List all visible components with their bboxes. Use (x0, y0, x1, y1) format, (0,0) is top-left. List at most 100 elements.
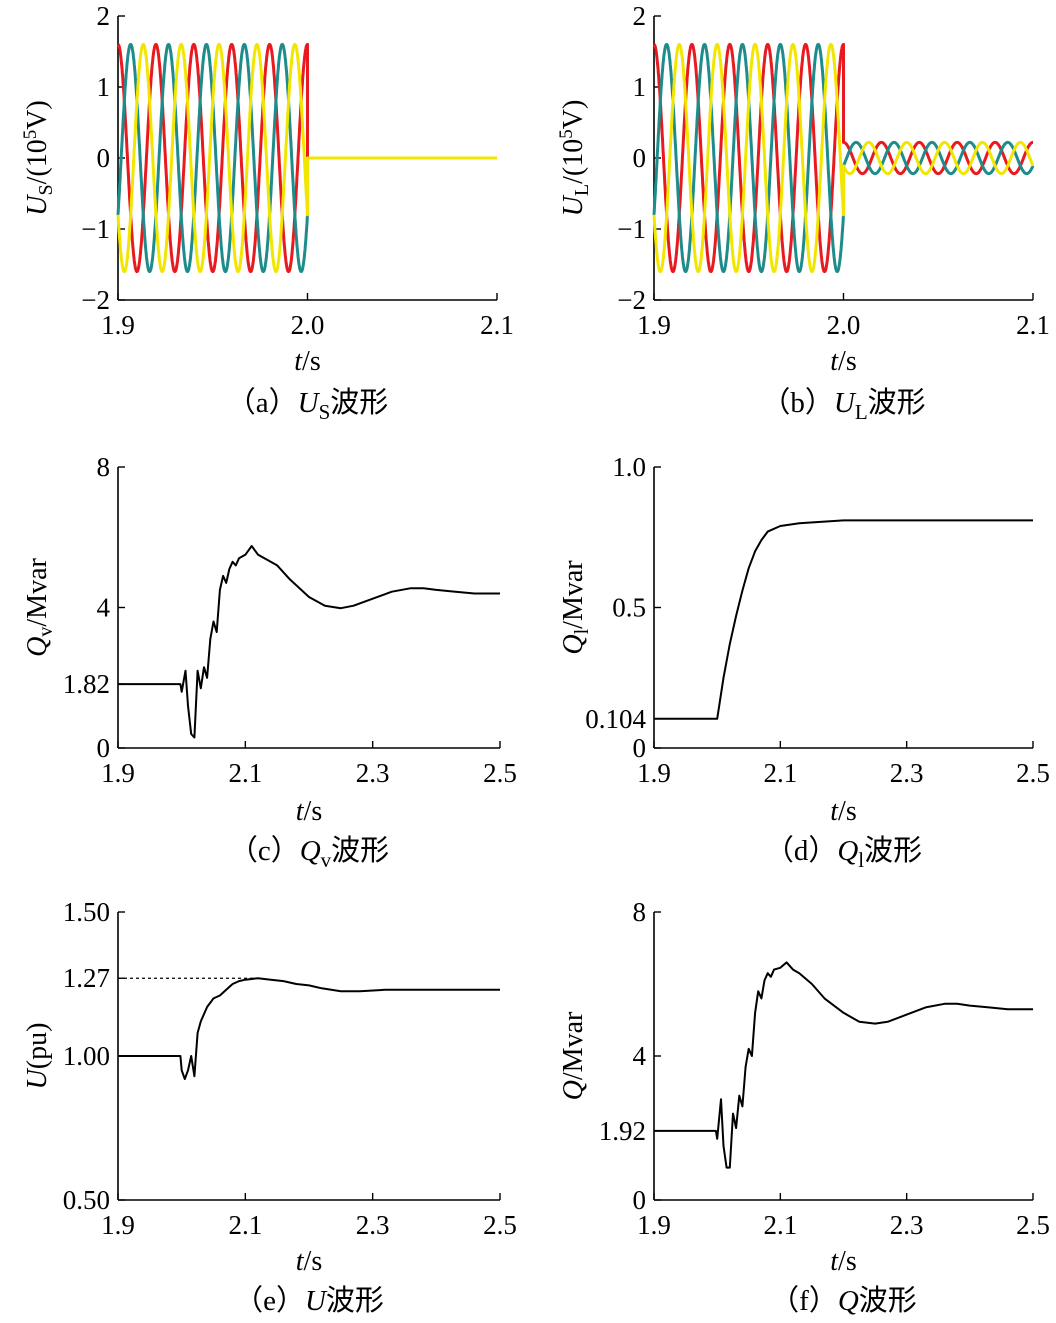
y-tick-label: 0.50 (63, 1185, 110, 1215)
x-axis-label: t/s (296, 796, 322, 827)
y-axis-label-subscript: l (571, 628, 593, 634)
y-axis-label-symbol: Q (22, 637, 53, 657)
chart-caption: （f）Q波形 (770, 1284, 917, 1317)
x-axis-label-unit: /s (304, 1246, 323, 1277)
caption-subscript: S (319, 400, 331, 424)
x-axis-label-symbol: t (830, 796, 839, 827)
x-tick-label: 2.0 (291, 310, 325, 340)
chart-panel-d: 1.9 2.1 2.3 2.500.1040.51.0Ql/Mvart/s（d）Ql波… (558, 452, 1050, 872)
y-axis-label-unit: /Mvar (558, 1011, 589, 1080)
series-line-q (654, 961, 1033, 1169)
caption-prefix: （b） (761, 387, 834, 419)
y-axis-label-superscript: 5 (20, 130, 41, 140)
y-tick-label: 0.5 (612, 593, 646, 623)
x-axis-label-unit: /s (302, 346, 321, 377)
series-line-qv (118, 545, 500, 739)
y-tick-label: 1.00 (63, 1041, 110, 1071)
y-tick-label: 4 (633, 1041, 647, 1071)
caption-prefix: （c） (229, 835, 300, 867)
series-line-phase-c (116, 42, 499, 274)
x-tick-label: 2.5 (1016, 758, 1050, 788)
x-axis-label-unit: /s (838, 796, 857, 827)
x-axis-label-symbol: t (296, 1246, 305, 1277)
y-axis-label-unit-tail: V) (558, 100, 589, 130)
y-tick-label: 8 (633, 897, 647, 927)
y-axis-label-unit-tail: V) (22, 100, 53, 130)
x-tick-label: 1.9 (101, 1210, 135, 1240)
x-axis-label-unit: /s (304, 796, 323, 827)
x-tick-label: 2.3 (356, 758, 390, 788)
x-axis-label-symbol: t (830, 1246, 839, 1277)
chart-caption: （d）Ql波形 (765, 834, 922, 872)
series-line-u (118, 977, 500, 1080)
x-tick-label: 2.3 (890, 1210, 924, 1240)
chart-caption: （e）U波形 (234, 1284, 384, 1317)
y-tick-label: 1.0 (612, 452, 646, 482)
y-axis-label-unit: (pu) (22, 1023, 53, 1070)
y-axis-label-symbol: Q (558, 634, 589, 654)
x-tick-label: 2.1 (763, 758, 797, 788)
chart-caption: （a）US波形 (227, 386, 389, 424)
y-axis-label-unit: /(10 (558, 139, 589, 184)
y-tick-label: −2 (81, 285, 110, 315)
x-tick-label: 1.9 (637, 1210, 671, 1240)
caption-symbol: U (298, 387, 321, 419)
y-tick-label: 1.82 (63, 669, 110, 699)
y-axis-label-symbol: U (22, 1067, 53, 1089)
x-tick-label: 2.3 (890, 758, 924, 788)
y-tick-label: 2 (97, 1, 111, 31)
x-axis-label: t/s (294, 346, 320, 377)
x-axis-label-unit: /s (838, 346, 857, 377)
x-tick-label: 1.9 (637, 758, 671, 788)
x-axis-label-symbol: t (830, 346, 839, 377)
y-tick-label: 1.92 (599, 1116, 646, 1146)
y-axis-label-symbol: Q (558, 1080, 589, 1100)
caption-suffix: 波形 (330, 386, 388, 419)
x-axis-label: t/s (296, 1246, 322, 1277)
chart-panel-e: 1.9 2.1 2.3 2.50.501.001.271.50U(pu)t/s（e）U… (22, 897, 517, 1317)
y-axis-label-subscript: L (571, 184, 593, 196)
caption-suffix: 波形 (864, 834, 922, 867)
y-tick-label: 0 (97, 143, 111, 173)
y-tick-label: −1 (81, 214, 110, 244)
y-axis-label-subscript: v (35, 627, 57, 637)
y-tick-label: 1.50 (63, 897, 110, 927)
series-line-ql (654, 519, 1033, 720)
y-tick-label: 0 (633, 143, 647, 173)
x-tick-label: 1.9 (101, 758, 135, 788)
x-tick-label: 2.0 (827, 310, 861, 340)
x-axis-label: t/s (830, 796, 856, 827)
caption-symbol: Q (838, 1285, 859, 1317)
y-axis-label: US/(105V) (20, 100, 57, 216)
x-tick-label: 2.1 (228, 1210, 262, 1240)
series-line-phase-a (652, 42, 1035, 274)
caption-prefix: （e） (234, 1285, 305, 1317)
x-axis-label-unit: /s (838, 1246, 857, 1277)
caption-symbol: Q (300, 835, 321, 867)
caption-symbol: Q (837, 835, 858, 867)
caption-suffix: 波形 (868, 386, 926, 419)
caption-prefix: （f） (770, 1285, 838, 1317)
x-axis-label-symbol: t (296, 796, 305, 827)
y-tick-label: 8 (97, 452, 111, 482)
x-tick-label: 1.9 (101, 310, 135, 340)
caption-subscript: l (858, 848, 864, 872)
y-tick-label: 1 (633, 72, 647, 102)
caption-subscript: v (321, 848, 332, 872)
x-tick-label: 2.1 (228, 758, 262, 788)
y-tick-label: 0 (633, 733, 647, 763)
caption-symbol: U (305, 1285, 328, 1317)
y-tick-label: 4 (97, 593, 111, 623)
y-tick-label: 1 (97, 72, 111, 102)
y-axis-label-unit: /Mvar (22, 557, 53, 626)
x-tick-label: 1.9 (637, 310, 671, 340)
y-axis-label: UL/(105V) (556, 100, 593, 217)
x-tick-label: 2.1 (1016, 310, 1050, 340)
caption-prefix: （a） (227, 387, 298, 419)
series-line-phase-c (652, 42, 1035, 274)
caption-prefix: （d） (765, 835, 838, 867)
y-tick-label: 0.104 (585, 704, 646, 734)
